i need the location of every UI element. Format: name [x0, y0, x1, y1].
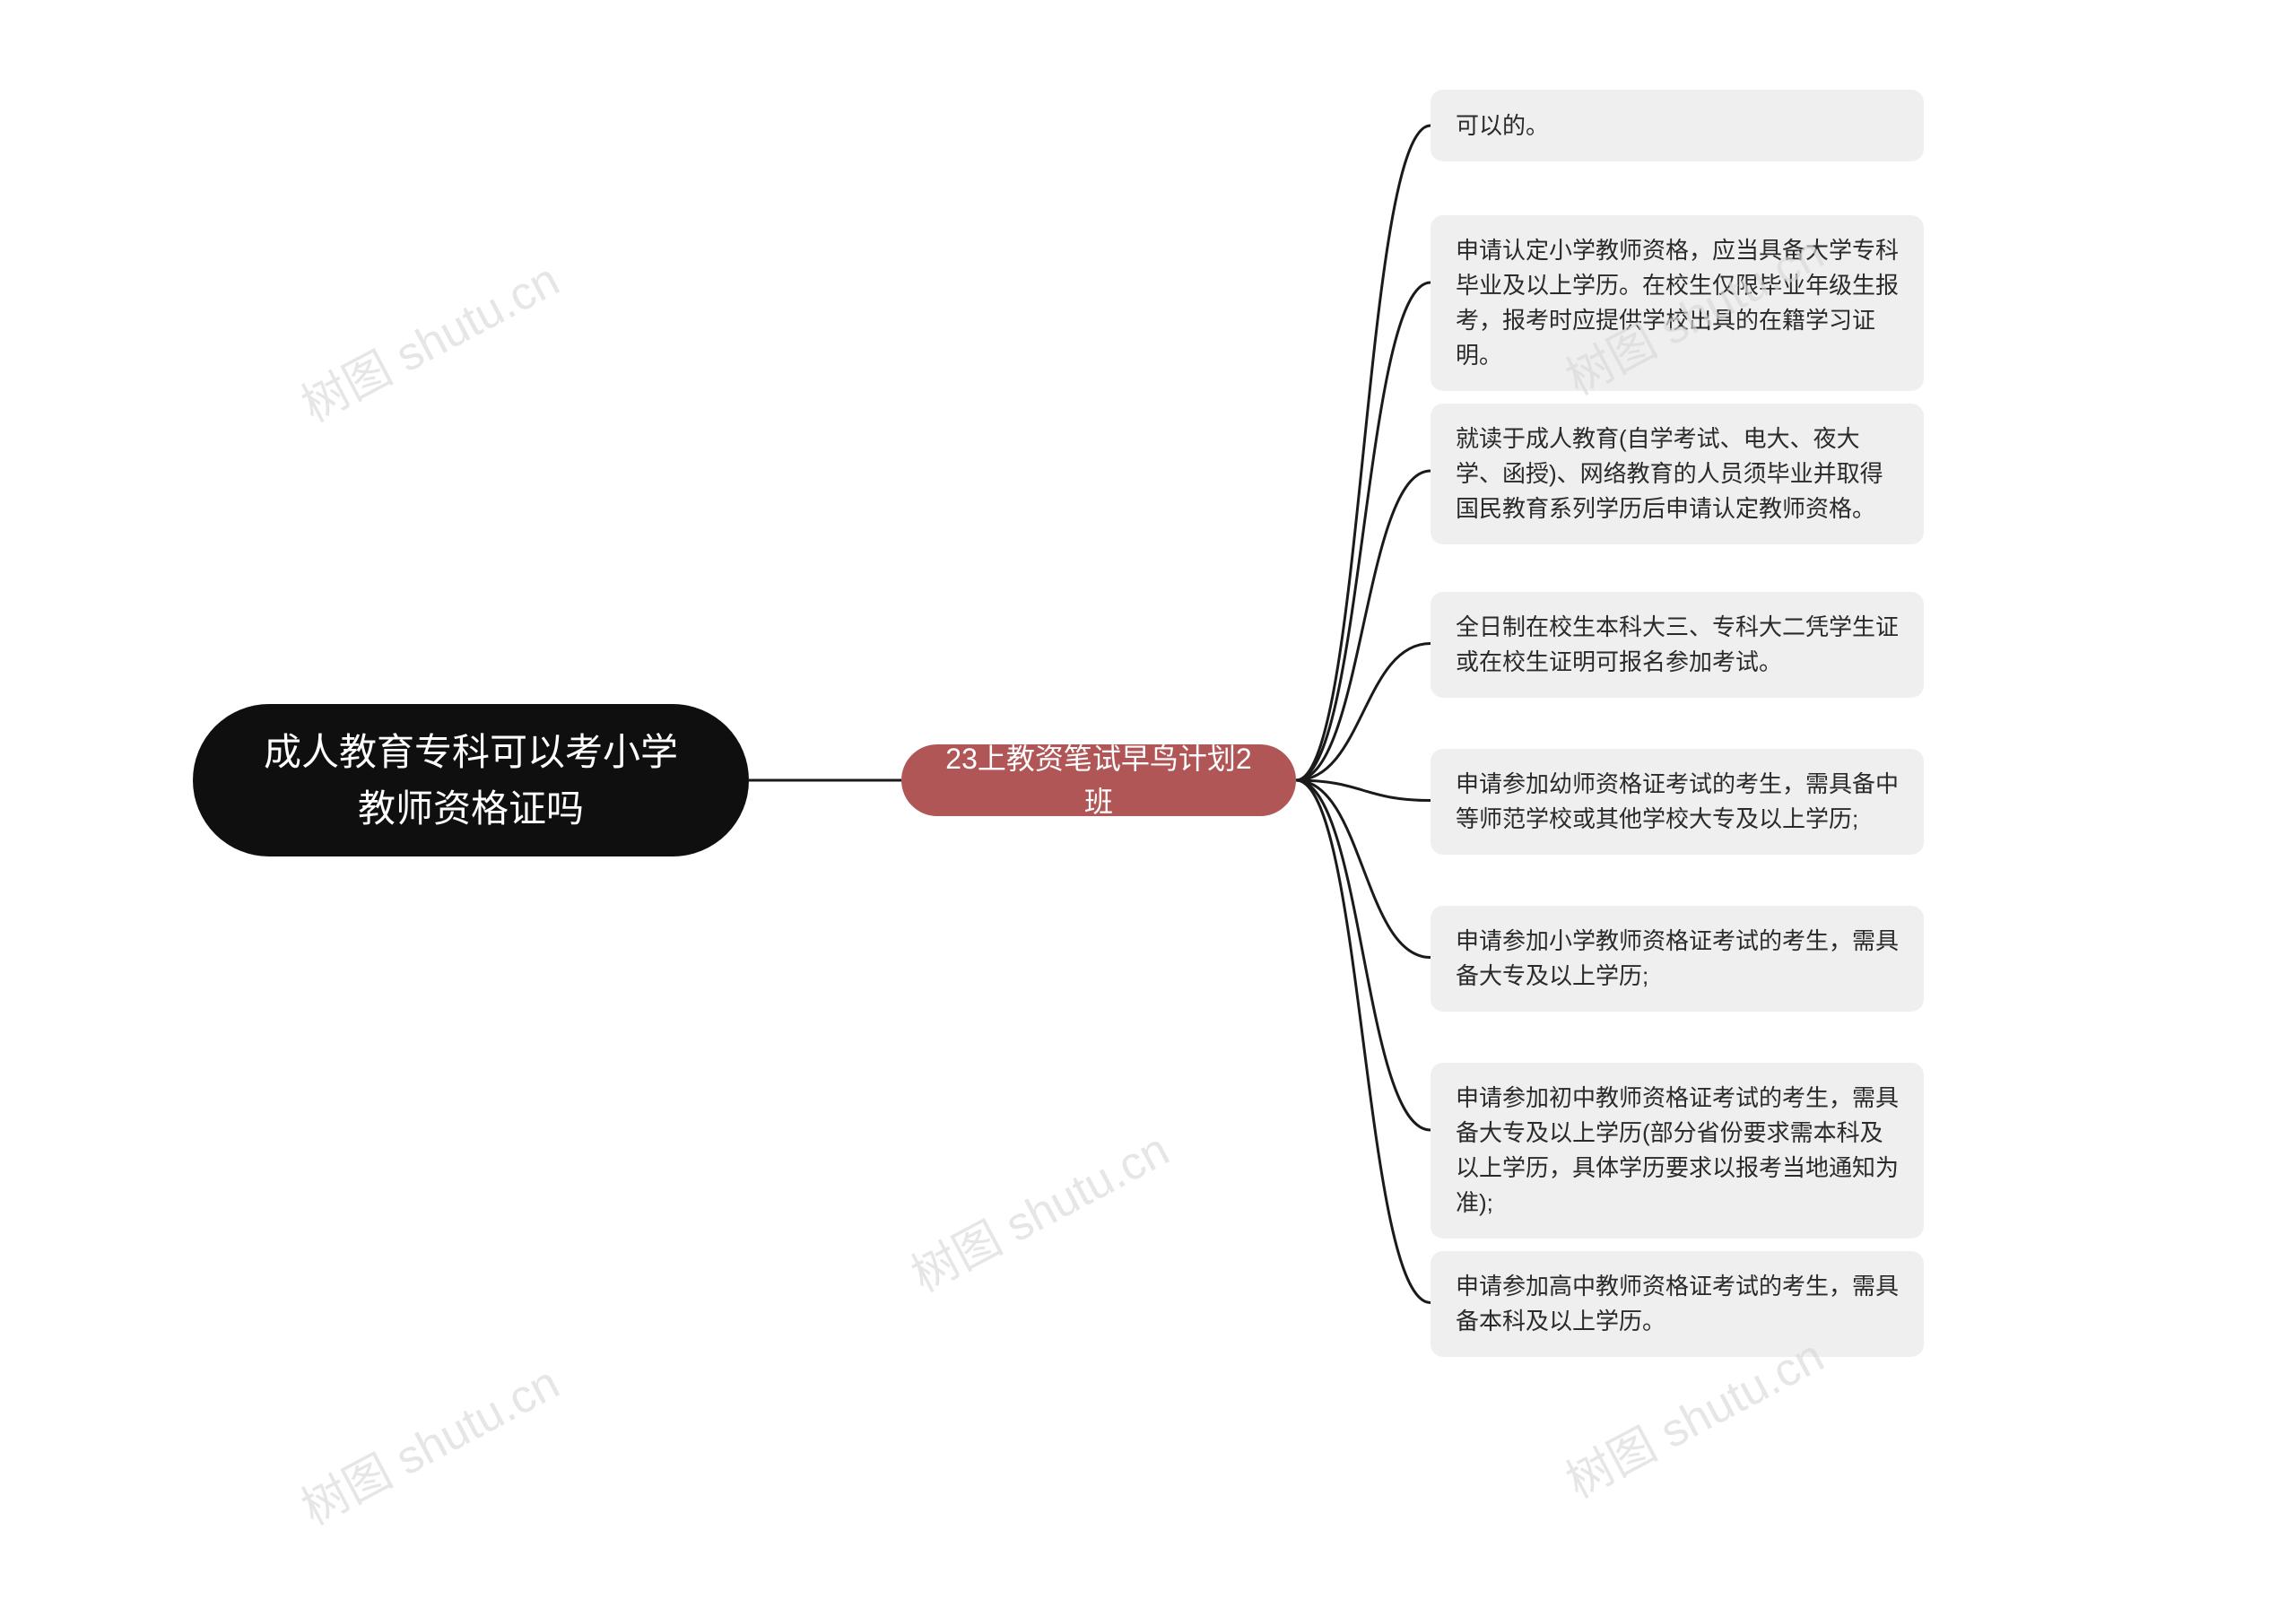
leaf-node-5[interactable]: 申请参加小学教师资格证考试的考生，需具备大专及以上学历;	[1431, 906, 1924, 1012]
leaf-node-2[interactable]: 就读于成人教育(自学考试、电大、夜大学、函授)、网络教育的人员须毕业并取得国民教…	[1431, 404, 1924, 544]
leaf-node-1[interactable]: 申请认定小学教师资格，应当具备大学专科毕业及以上学历。在校生仅限毕业年级生报考，…	[1431, 215, 1924, 391]
leaf-node-3[interactable]: 全日制在校生本科大三、专科大二凭学生证或在校生证明可报名参加考试。	[1431, 592, 1924, 698]
leaf-node-7[interactable]: 申请参加高中教师资格证考试的考生，需具备本科及以上学历。	[1431, 1251, 1924, 1357]
watermark-2: 树图 shutu.cn	[898, 1112, 1178, 1304]
root-node[interactable]: 成人教育专科可以考小学教师资格证吗	[193, 704, 749, 856]
mid-node[interactable]: 23上教资笔试早鸟计划2班	[901, 744, 1296, 816]
watermark-0: 树图 shutu.cn	[288, 242, 569, 434]
leaf-node-0[interactable]: 可以的。	[1431, 90, 1924, 161]
leaf-node-6[interactable]: 申请参加初中教师资格证考试的考生，需具备大专及以上学历(部分省份要求需本科及以上…	[1431, 1063, 1924, 1239]
mindmap-canvas: 成人教育专科可以考小学教师资格证吗 23上教资笔试早鸟计划2班 可以的。 申请认…	[0, 0, 2296, 1617]
leaf-node-4[interactable]: 申请参加幼师资格证考试的考生，需具备中等师范学校或其他学校大专及以上学历;	[1431, 749, 1924, 855]
watermark-3: 树图 shutu.cn	[288, 1345, 569, 1537]
